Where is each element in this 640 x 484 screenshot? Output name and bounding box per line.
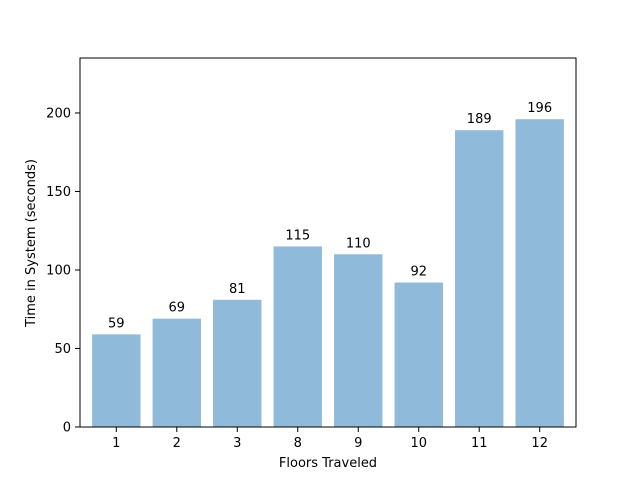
- bar-11: [455, 130, 504, 428]
- y-tick-label-200: 200: [46, 106, 71, 121]
- data-label-8: 115: [285, 228, 310, 243]
- y-axis-title: Time in System (seconds): [24, 159, 39, 328]
- x-tick-label-8: 8: [294, 436, 302, 451]
- data-label-10: 92: [410, 265, 427, 280]
- y-tick-label-100: 100: [46, 263, 71, 278]
- bar-1: [92, 334, 141, 427]
- x-tick-label-12: 12: [531, 436, 548, 451]
- data-label-11: 189: [467, 112, 492, 127]
- bar-3: [213, 299, 262, 427]
- bar-9: [334, 254, 383, 427]
- bar-2: [152, 318, 201, 427]
- x-tick-label-10: 10: [410, 436, 427, 451]
- y-tick-label-0: 0: [63, 421, 71, 436]
- y-tick-label-150: 150: [46, 185, 71, 200]
- x-tick-label-11: 11: [471, 436, 488, 451]
- plot-frame: [79, 57, 577, 428]
- bar-8: [273, 246, 322, 427]
- x-tick-label-1: 1: [112, 436, 120, 451]
- data-label-9: 110: [346, 236, 371, 251]
- x-tick-label-3: 3: [233, 436, 241, 451]
- x-axis-title: Floors Traveled: [279, 456, 377, 471]
- data-label-2: 69: [169, 301, 186, 316]
- bars-layer: [92, 119, 564, 428]
- data-label-12: 196: [527, 101, 552, 116]
- data-label-1: 59: [108, 316, 125, 331]
- bar-10: [394, 282, 443, 427]
- data-labels-layer: 59 69 81 115 110 92 189 196: [108, 101, 552, 331]
- x-tick-label-9: 9: [354, 436, 362, 451]
- bar-12: [515, 119, 564, 428]
- y-tick-label-50: 50: [54, 342, 71, 357]
- x-tick-label-2: 2: [173, 436, 181, 451]
- data-label-3: 81: [229, 282, 246, 297]
